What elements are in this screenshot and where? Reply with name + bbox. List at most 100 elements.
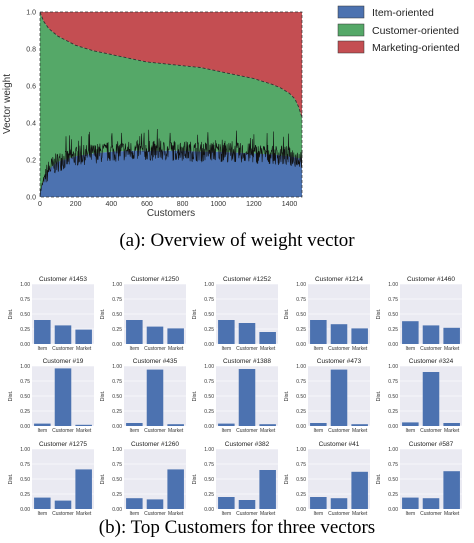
bar-panel: Customer #435 0.00 0.25 0.50 0.75 1.00 Dist. It… — [100, 358, 186, 434]
bar — [126, 320, 143, 344]
panel-title: Customer #382 — [225, 441, 270, 448]
area-customer-oriented — [40, 12, 302, 194]
bar — [351, 328, 368, 344]
panel-xtick-label: Customer — [236, 428, 258, 434]
panel-ytick-label: 0.25 — [112, 492, 122, 498]
panel-ylabel: Dist. — [376, 308, 382, 319]
panel-ytick-label: 0.75 — [296, 379, 306, 385]
panel-ytick-label: 0.25 — [296, 327, 306, 333]
bar — [34, 320, 51, 344]
panel-xtick-label: Item — [405, 428, 415, 434]
panel-xtick-label: Customer — [420, 346, 442, 352]
area-marketing-oriented — [40, 12, 302, 118]
bar-panel: Customer #382 0.00 0.25 0.50 0.75 1.00 Dist. It… — [192, 441, 278, 517]
bar — [330, 498, 348, 509]
panel-xtick-label: Item — [221, 511, 231, 517]
panel-ytick-label: 0.75 — [204, 297, 214, 303]
bar — [54, 368, 72, 426]
panel-title: Customer #41 — [319, 441, 360, 448]
panel-ylabel: Dist. — [192, 473, 198, 484]
panel-xtick-label: Customer — [328, 511, 350, 517]
panel-ylabel: Dist. — [100, 473, 106, 484]
panel-ytick-label: 0.75 — [296, 462, 306, 468]
legend-label-customer: Customer-oriented — [372, 25, 459, 37]
panel-ylabel: Dist. — [100, 390, 106, 401]
panel-ytick-label: 1.00 — [296, 282, 306, 288]
panel-ytick-label: 0.75 — [20, 297, 30, 303]
panel-ytick-label: 0.25 — [112, 327, 122, 333]
bar — [351, 424, 368, 426]
panel-ytick-label: 0.75 — [112, 379, 122, 385]
bar — [422, 498, 440, 509]
panel-ytick-label: 0.00 — [112, 424, 122, 430]
noise-trace — [39, 128, 303, 198]
bar — [330, 369, 348, 426]
panel-ytick-label: 0.00 — [388, 507, 398, 513]
panel-ytick-label: 0.00 — [204, 342, 214, 348]
panel-xtick-label: Item — [405, 511, 415, 517]
bar — [218, 497, 235, 509]
panel-xtick-label: Item — [405, 346, 415, 352]
bar — [422, 372, 440, 426]
area-item-oriented — [40, 150, 302, 197]
panel-title: Customer #1252 — [223, 276, 271, 283]
panel-ytick-label: 0.50 — [388, 312, 398, 318]
bar-panel: Customer #1250 0.00 0.25 0.50 0.75 1.00 Dist. I… — [100, 276, 186, 352]
panel-ytick-label: 0.25 — [296, 409, 306, 415]
bar — [259, 332, 276, 344]
bar-panel: Customer #587 0.00 0.25 0.50 0.75 1.00 Dist. It… — [376, 441, 462, 517]
panel-xtick-label: Market — [76, 346, 92, 352]
panel-ytick-label: 0.50 — [20, 312, 30, 318]
bar-panel: Customer #1460 0.00 0.25 0.50 0.75 1.00 Dist. I… — [376, 276, 462, 352]
panel-xtick-label: Market — [168, 346, 184, 352]
panel-xtick-label: Market — [444, 511, 460, 517]
panel-xtick-label: Market — [444, 346, 460, 352]
panel-ylabel: Dist. — [284, 308, 290, 319]
panel-ytick-label: 0.50 — [296, 394, 306, 400]
area-ylabel: Vector weight — [2, 74, 13, 134]
panel-xtick-label: Item — [221, 346, 231, 352]
panel-xtick-label: Item — [221, 428, 231, 434]
panel-ytick-label: 0.50 — [112, 394, 122, 400]
panel-ytick-label: 1.00 — [112, 447, 122, 453]
panel-ytick-label: 0.25 — [296, 492, 306, 498]
panel-xtick-label: Market — [444, 428, 460, 434]
panel-ytick-label: 0.75 — [204, 462, 214, 468]
bar — [34, 423, 51, 426]
bar-panel: Customer #1388 0.00 0.25 0.50 0.75 1.00 Dist. I… — [192, 358, 278, 434]
bar — [218, 423, 235, 426]
bar — [402, 321, 419, 344]
panel-ytick-label: 0.75 — [388, 379, 398, 385]
panel-xtick-label: Customer — [144, 511, 166, 517]
ytick-label: 0.2 — [26, 158, 36, 165]
bar-panel: Customer #473 0.00 0.25 0.50 0.75 1.00 Dist. It… — [284, 358, 370, 434]
panel-title: Customer #1260 — [131, 441, 179, 448]
panel-ytick-label: 0.00 — [204, 424, 214, 430]
legend: Item-oriented Customer-oriented Marketin… — [337, 5, 460, 54]
panel-ytick-label: 0.25 — [204, 327, 214, 333]
panel-ytick-label: 0.00 — [296, 507, 306, 513]
panel-ytick-label: 0.50 — [204, 394, 214, 400]
panel-ytick-label: 0.00 — [204, 507, 214, 513]
panel-ytick-label: 0.50 — [296, 477, 306, 483]
panel-ylabel: Dist. — [8, 390, 14, 401]
bar — [351, 471, 368, 509]
xtick-label: 600 — [141, 201, 153, 208]
panel-title: Customer #1460 — [407, 276, 455, 283]
panel-ytick-label: 0.00 — [388, 424, 398, 430]
panel-ytick-label: 0.50 — [20, 477, 30, 483]
panel-ylabel: Dist. — [192, 308, 198, 319]
panel-xtick-label: Item — [37, 511, 47, 517]
caption-a: (a): Overview of weight vector — [119, 230, 355, 251]
bar — [146, 326, 164, 344]
bar — [443, 327, 460, 344]
panel-ytick-label: 0.50 — [204, 477, 214, 483]
bar — [54, 325, 72, 344]
panel-title: Customer #587 — [409, 441, 454, 448]
bar — [259, 424, 276, 426]
bar — [126, 423, 143, 426]
panel-ytick-label: 0.00 — [20, 424, 30, 430]
ytick-label: 0.0 — [26, 195, 36, 202]
panel-ytick-label: 0.50 — [296, 312, 306, 318]
panel-ytick-label: 0.50 — [388, 477, 398, 483]
